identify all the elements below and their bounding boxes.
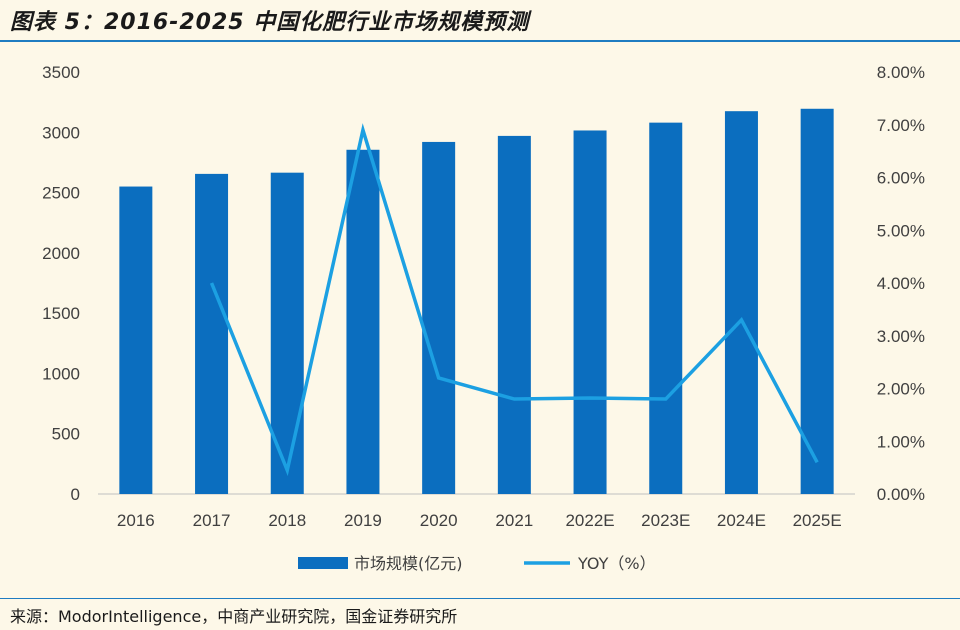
legend-bar-swatch <box>298 557 348 569</box>
x-tick-label: 2024E <box>717 511 766 530</box>
bar-2022E <box>573 130 607 494</box>
bar-2017 <box>195 173 229 494</box>
left-tick-label: 2000 <box>42 244 80 263</box>
legend: 市场规模(亿元) YOY（%） <box>298 554 656 573</box>
x-tick-label: 2017 <box>193 511 231 530</box>
right-tick-label: 4.00% <box>877 274 925 293</box>
right-tick-label: 7.00% <box>877 116 925 135</box>
bar-2019 <box>346 149 380 495</box>
bar-2020 <box>422 141 456 494</box>
x-tick-label: 2020 <box>420 511 458 530</box>
right-tick-label: 2.00% <box>877 380 925 399</box>
left-tick-label: 3000 <box>42 123 80 142</box>
x-tick-label: 2025E <box>793 511 842 530</box>
right-tick-label: 0.00% <box>877 485 925 504</box>
bar-2025E <box>800 108 834 494</box>
left-tick-label: 2500 <box>42 184 80 203</box>
right-tick-label: 6.00% <box>877 169 925 188</box>
bottom-rule <box>0 598 960 599</box>
x-tick-label: 2021 <box>495 511 533 530</box>
right-tick-label: 1.00% <box>877 432 925 451</box>
x-tick-label: 2016 <box>117 511 155 530</box>
bar-2021 <box>497 135 531 494</box>
figure-title: 图表 5：2016-2025 中国化肥行业市场规模预测 <box>10 10 530 35</box>
yoy-line <box>209 123 819 477</box>
bar-2023E <box>649 122 683 494</box>
x-tick-label: 2019 <box>344 511 382 530</box>
x-tick-label: 2023E <box>641 511 690 530</box>
chart-canvas: 0 500 1000 1500 2000 2500 3000 3500 0.00% 1.00% 2… <box>42 63 925 573</box>
bar-2016 <box>119 186 153 495</box>
right-axis-ticks: 0.00% 1.00% 2.00% 3.00% 4.00% 5.00% 6.00% 7.00%… <box>877 63 925 504</box>
right-tick-label: 8.00% <box>877 63 925 82</box>
bar-2024E <box>724 111 758 494</box>
left-tick-label: 1000 <box>42 364 80 383</box>
legend-line-label: YOY（%） <box>577 554 656 573</box>
x-tick-label: 2018 <box>268 511 306 530</box>
left-tick-label: 500 <box>52 425 80 444</box>
legend-bar-label: 市场规模(亿元) <box>354 554 463 573</box>
x-axis-ticks: 2016 2017 2018 2019 2020 2021 2022E 2023E 2024E 2… <box>117 511 842 530</box>
left-tick-label: 3500 <box>42 63 80 82</box>
x-tick-label: 2022E <box>565 511 614 530</box>
left-tick-label: 0 <box>71 485 80 504</box>
bar-series <box>119 108 834 495</box>
top-rule <box>0 40 960 42</box>
source-note: 来源：ModorIntelligence，中商产业研究院，国金证券研究所 <box>10 607 458 626</box>
left-tick-label: 1500 <box>42 304 80 323</box>
right-tick-label: 5.00% <box>877 221 925 240</box>
right-tick-label: 3.00% <box>877 327 925 346</box>
left-axis-ticks: 0 500 1000 1500 2000 2500 3000 3500 <box>42 63 80 504</box>
